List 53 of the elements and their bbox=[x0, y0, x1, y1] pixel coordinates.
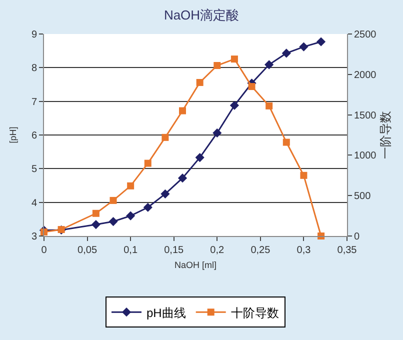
point bbox=[212, 128, 222, 138]
y-tick-label: 8 bbox=[31, 63, 38, 74]
point bbox=[196, 78, 204, 86]
y-tick-label: 4 bbox=[31, 198, 38, 209]
y-tick-label: 9 bbox=[31, 30, 38, 40]
x-tick-label: 0,3 bbox=[296, 245, 312, 256]
point bbox=[195, 153, 204, 162]
x-tick-label: 0,2 bbox=[210, 245, 225, 256]
point bbox=[230, 100, 240, 110]
y-tick-label: 7 bbox=[31, 96, 38, 108]
point bbox=[178, 174, 188, 183]
point bbox=[299, 42, 308, 52]
y2-tick-label: 1000 bbox=[354, 150, 377, 162]
point bbox=[127, 182, 134, 190]
y2-tick-label: 2000 bbox=[354, 70, 377, 81]
x-tick-label: 0,15 bbox=[164, 245, 184, 256]
point bbox=[282, 138, 290, 146]
point bbox=[162, 134, 169, 141]
point bbox=[143, 202, 152, 212]
point bbox=[110, 196, 117, 204]
x-tick-label: 0,35 bbox=[337, 245, 358, 256]
point bbox=[126, 211, 136, 220]
point bbox=[144, 160, 152, 167]
legend-label: pH曲线 bbox=[146, 306, 186, 320]
point bbox=[91, 220, 100, 230]
y-axis-title: [pH] bbox=[8, 126, 18, 144]
x-tick-label: 0,1 bbox=[124, 245, 138, 256]
y2-axis-title: 一阶导数 bbox=[378, 111, 393, 159]
y2-tick-label: 0 bbox=[354, 232, 360, 242]
point bbox=[214, 62, 221, 70]
x-tick-label: 0,25 bbox=[250, 245, 271, 256]
point bbox=[108, 216, 118, 226]
point bbox=[282, 48, 291, 58]
point bbox=[92, 210, 100, 217]
y-tick-label: 5 bbox=[31, 164, 38, 176]
point bbox=[264, 60, 274, 70]
chart-title: NaOH滴定酸 bbox=[164, 7, 240, 22]
x-tick-label: 0,05 bbox=[78, 245, 98, 256]
legend-label: 十阶导数 bbox=[230, 306, 279, 320]
point bbox=[179, 107, 186, 114]
y2-tick-label: 500 bbox=[354, 191, 372, 202]
y-tick-label: 3 bbox=[31, 232, 38, 242]
x-axis-title: NaOH [ml] bbox=[174, 260, 217, 270]
point bbox=[248, 83, 256, 90]
point bbox=[316, 37, 326, 46]
point bbox=[230, 56, 238, 63]
y2-tick-label: 1500 bbox=[354, 110, 377, 122]
point bbox=[160, 189, 170, 198]
y-tick-label: 6 bbox=[31, 130, 38, 142]
point bbox=[300, 172, 308, 179]
x-tick-label: 0 bbox=[41, 245, 48, 256]
point bbox=[266, 102, 273, 110]
y2-tick-label: 2500 bbox=[354, 30, 377, 40]
